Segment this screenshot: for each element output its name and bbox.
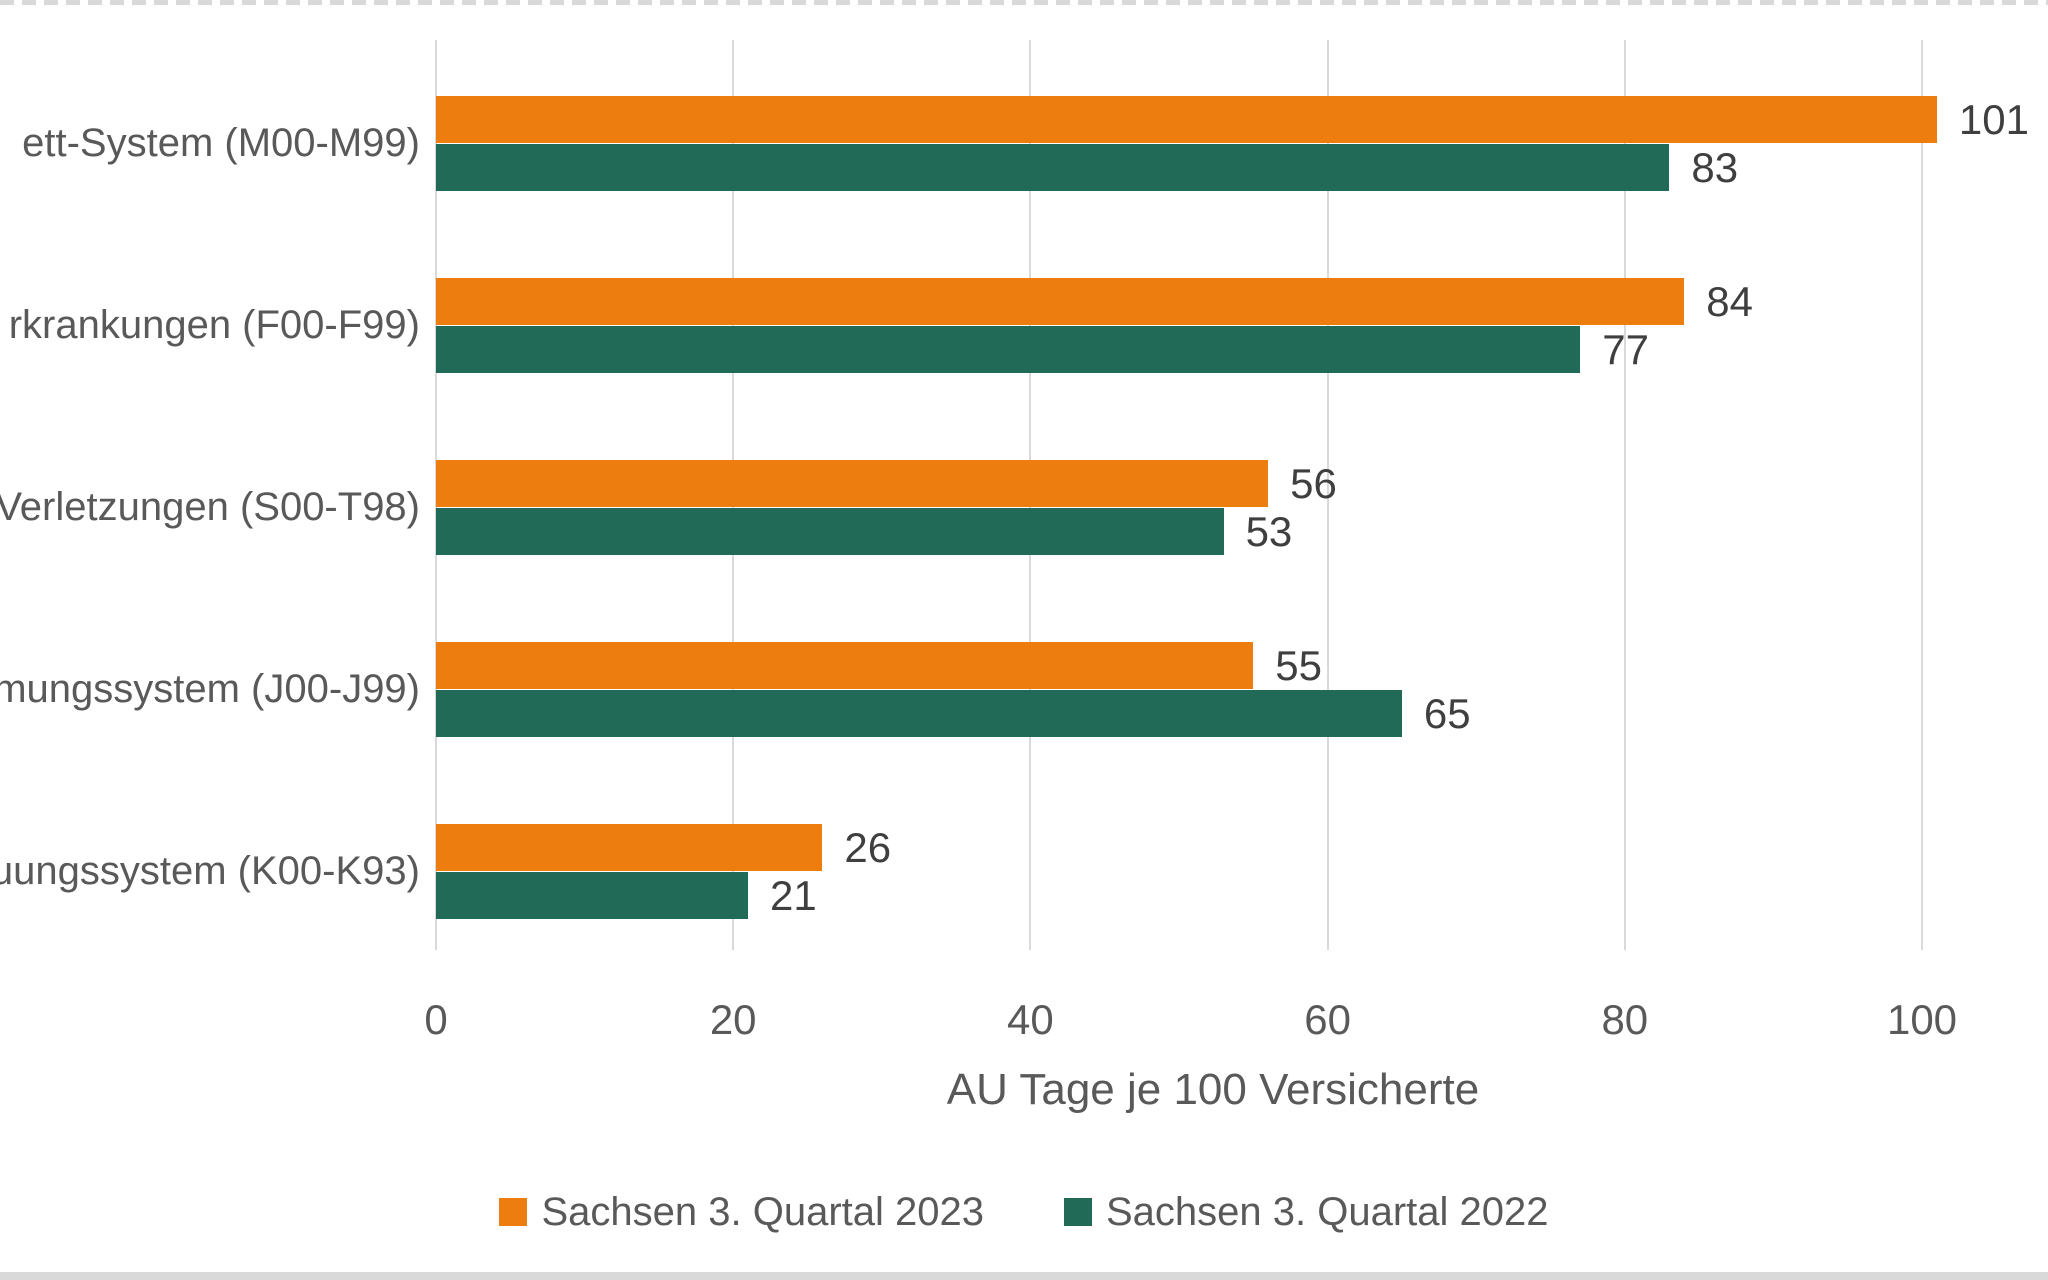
bar-series1-row2[interactable] [436, 278, 1685, 325]
x-tick-label-60: 60 [1304, 996, 1351, 1043]
legend-label: Sachsen 3. Quartal 2022 [1106, 1190, 1549, 1234]
bar-series2-row1[interactable] [436, 144, 1670, 191]
gridline-60 [1326, 40, 1329, 950]
bar-series1-row1[interactable] [436, 96, 1937, 143]
data-label-series1-row3: 56 [1290, 459, 1337, 507]
x-tick-label-80: 80 [1601, 996, 1649, 1043]
bar-series1-row3[interactable] [436, 460, 1269, 507]
legend-item-series1[interactable]: Sachsen 3. Quartal 2023 [499, 1192, 984, 1232]
screen-edge-strip-bottom [0, 1272, 2048, 1280]
gridline-100 [1921, 40, 1923, 950]
data-label-series2-row2: 77 [1602, 325, 1649, 373]
category-label-row5: uungssystem (K00-K93) [0, 849, 420, 893]
legend-item-series2[interactable]: Sachsen 3. Quartal 2022 [1064, 1192, 1549, 1232]
x-tick-label-0: 0 [424, 996, 448, 1043]
bar-series2-row4[interactable] [436, 690, 1402, 737]
legend-swatch-icon [499, 1198, 528, 1226]
legend-label: Sachsen 3. Quartal 2023 [541, 1190, 984, 1234]
selection-border-top [0, 0, 2048, 5]
data-label-series1-row2: 84 [1706, 277, 1753, 325]
legend: Sachsen 3. Quartal 2023 Sachsen 3. Quarta… [0, 1192, 2048, 1232]
bar-series2-row2[interactable] [436, 326, 1581, 373]
x-tick-label-40: 40 [1007, 996, 1054, 1043]
gridline-80 [1623, 40, 1626, 950]
bar-series2-row5[interactable] [436, 872, 749, 919]
category-label-row2: rkrankungen (F00-F99) [8, 303, 420, 347]
bar-series1-row4[interactable] [436, 642, 1254, 689]
data-label-series2-row1: 83 [1691, 143, 1739, 191]
legend-swatch-icon [1064, 1198, 1092, 1226]
data-label-series1-row5: 26 [844, 823, 892, 871]
x-tick-label-20: 20 [709, 996, 757, 1043]
category-label-row3: Verletzungen (S00-T98) [0, 485, 420, 529]
bar-series2-row3[interactable] [436, 508, 1224, 555]
data-label-series1-row1: 101 [1958, 95, 2029, 143]
bar-series1-row5[interactable] [436, 824, 823, 871]
data-label-series2-row3: 53 [1245, 507, 1293, 555]
category-label-row1: ett-System (M00-M99) [22, 121, 420, 165]
category-label-row4: mungssystem (J00-J99) [0, 667, 420, 711]
data-label-series1-row4: 55 [1275, 641, 1323, 689]
data-label-series2-row5: 21 [770, 871, 817, 919]
data-label-series2-row4: 65 [1423, 689, 1471, 737]
x-tick-label-100: 100 [1886, 996, 1958, 1043]
x-axis-title: AU Tage je 100 Versicherte [946, 1065, 1480, 1114]
